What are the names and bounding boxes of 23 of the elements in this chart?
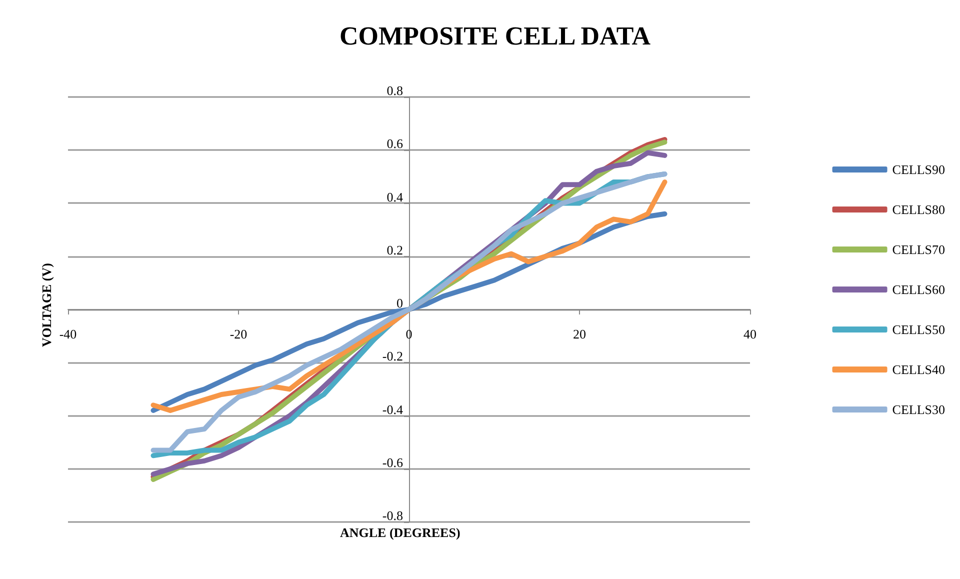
- legend-label: CELLS80: [892, 202, 946, 217]
- legend-label: CELLS90: [892, 162, 946, 177]
- y-tick-label: -0.2: [382, 348, 403, 364]
- y-tick-label: 0.4: [386, 189, 404, 204]
- chart-title: COMPOSITE CELL DATA: [339, 22, 651, 50]
- y-tick-label: -0.6: [382, 454, 404, 470]
- y-tick-label: 0.6: [386, 136, 404, 152]
- x-tick-label: -40: [59, 326, 77, 342]
- legend-label: CELLS70: [892, 242, 946, 257]
- x-tick-label: 40: [744, 326, 756, 342]
- legend-label: CELLS30: [892, 402, 946, 417]
- legend-label: CELLS60: [892, 282, 946, 297]
- y-tick-label: 0.8: [386, 83, 403, 98]
- y-tick-label: 0.2: [386, 242, 403, 258]
- legend-label: CELLS50: [892, 322, 946, 337]
- y-tick-label: -0.4: [382, 402, 404, 417]
- legend-label: CELLS40: [892, 362, 946, 377]
- y-axis-title: VOLTAGE (V): [39, 263, 54, 347]
- y-tick-label: 0: [396, 296, 403, 310]
- y-tick-label: -0.8: [382, 508, 403, 523]
- x-tick-label: -20: [230, 326, 248, 342]
- x-axis-title: ANGLE (DEGREES): [340, 525, 460, 540]
- x-tick-label: 20: [573, 326, 586, 342]
